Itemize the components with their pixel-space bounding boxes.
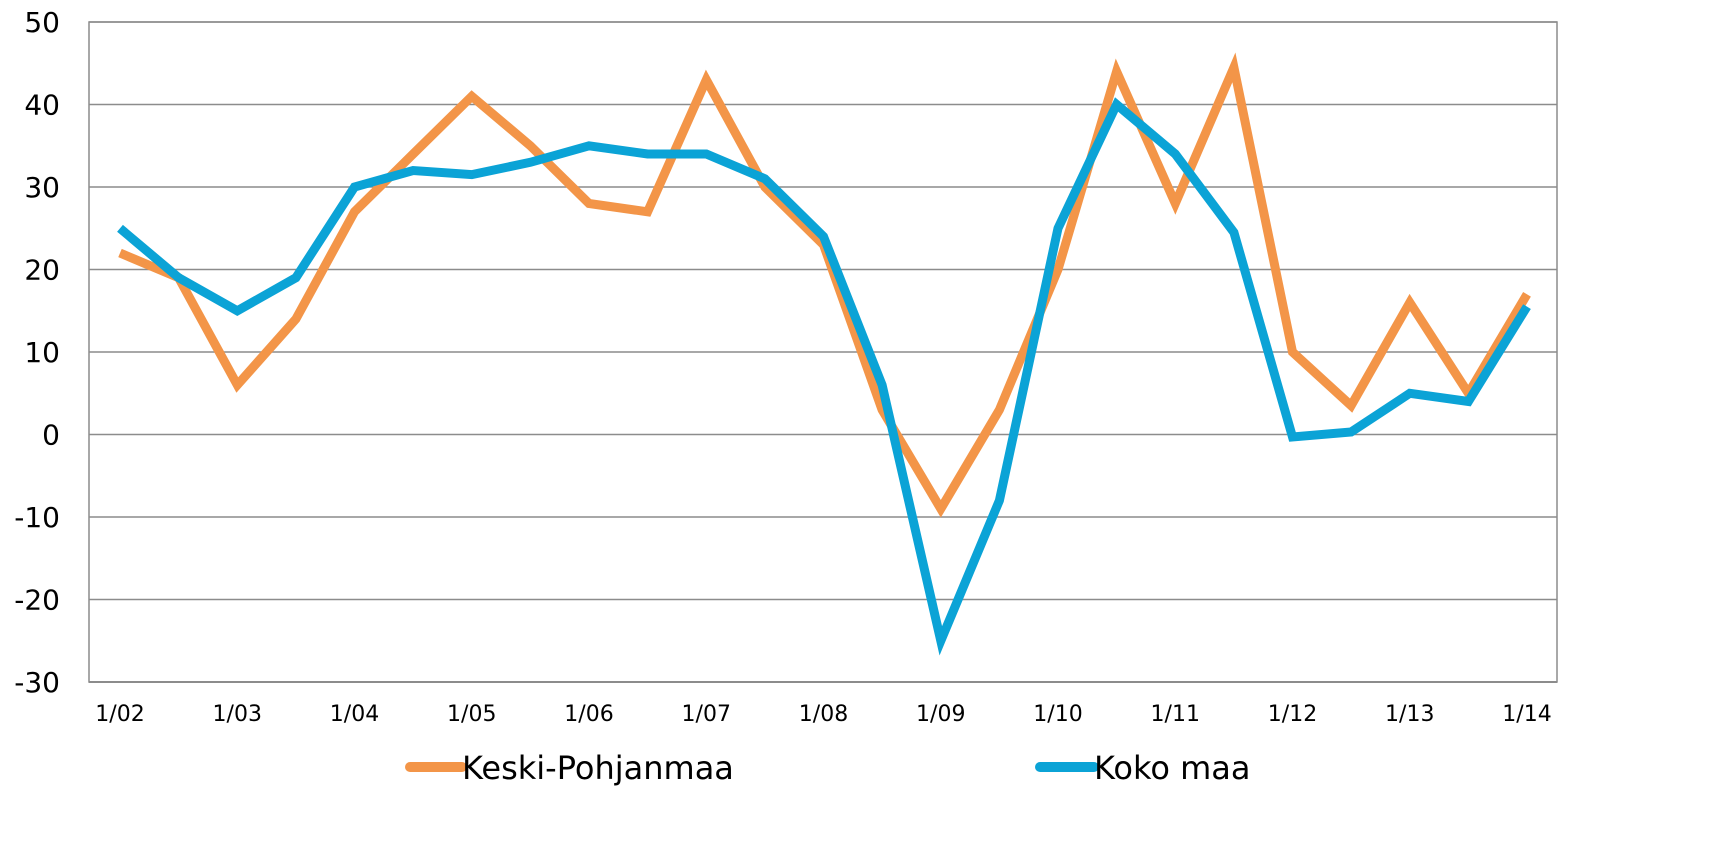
y-tick-label: 10	[24, 336, 60, 369]
x-tick-label: 1/12	[1268, 702, 1317, 727]
legend: Keski-Pohjanmaa Koko maa	[405, 749, 1251, 787]
x-tick-label: 1/08	[799, 702, 848, 727]
x-tick-label: 1/06	[564, 702, 613, 727]
legend-label: Koko maa	[1094, 749, 1251, 787]
series	[117, 52, 1531, 656]
x-tick-label: 1/10	[1033, 702, 1082, 727]
x-tick-label: 1/14	[1502, 702, 1551, 727]
axes: 50 40 30 20 10 0 -10 -20 -30 1/02 1/03 1/04 1/05 1/06…	[14, 6, 1558, 727]
legend-label: Keski-Pohjanmaa	[462, 749, 734, 787]
x-tick-label: 1/03	[213, 702, 262, 727]
grid	[89, 21, 1557, 601]
y-tick-label: 30	[24, 171, 60, 204]
y-tick-label: 0	[42, 419, 60, 452]
x-tick-label: 1/02	[95, 702, 144, 727]
x-tick-label: 1/05	[447, 702, 496, 727]
y-tick-label: -10	[14, 501, 60, 534]
y-tick-label: 20	[24, 254, 60, 287]
y-tick-label: 50	[24, 6, 60, 39]
y-tick-label: 40	[24, 89, 60, 122]
x-tick-label: 1/04	[330, 702, 379, 727]
y-tick-label: -30	[14, 666, 60, 699]
x-tick-label: 1/11	[1151, 702, 1200, 727]
series-line-koko-maa	[117, 97, 1531, 656]
series-line-keski-pohjanmaa	[118, 52, 1531, 518]
y-tick-label: -20	[14, 584, 60, 617]
x-tick-label: 1/07	[682, 702, 731, 727]
x-tick-label: 1/13	[1385, 702, 1434, 727]
x-tick-label: 1/09	[916, 702, 965, 727]
